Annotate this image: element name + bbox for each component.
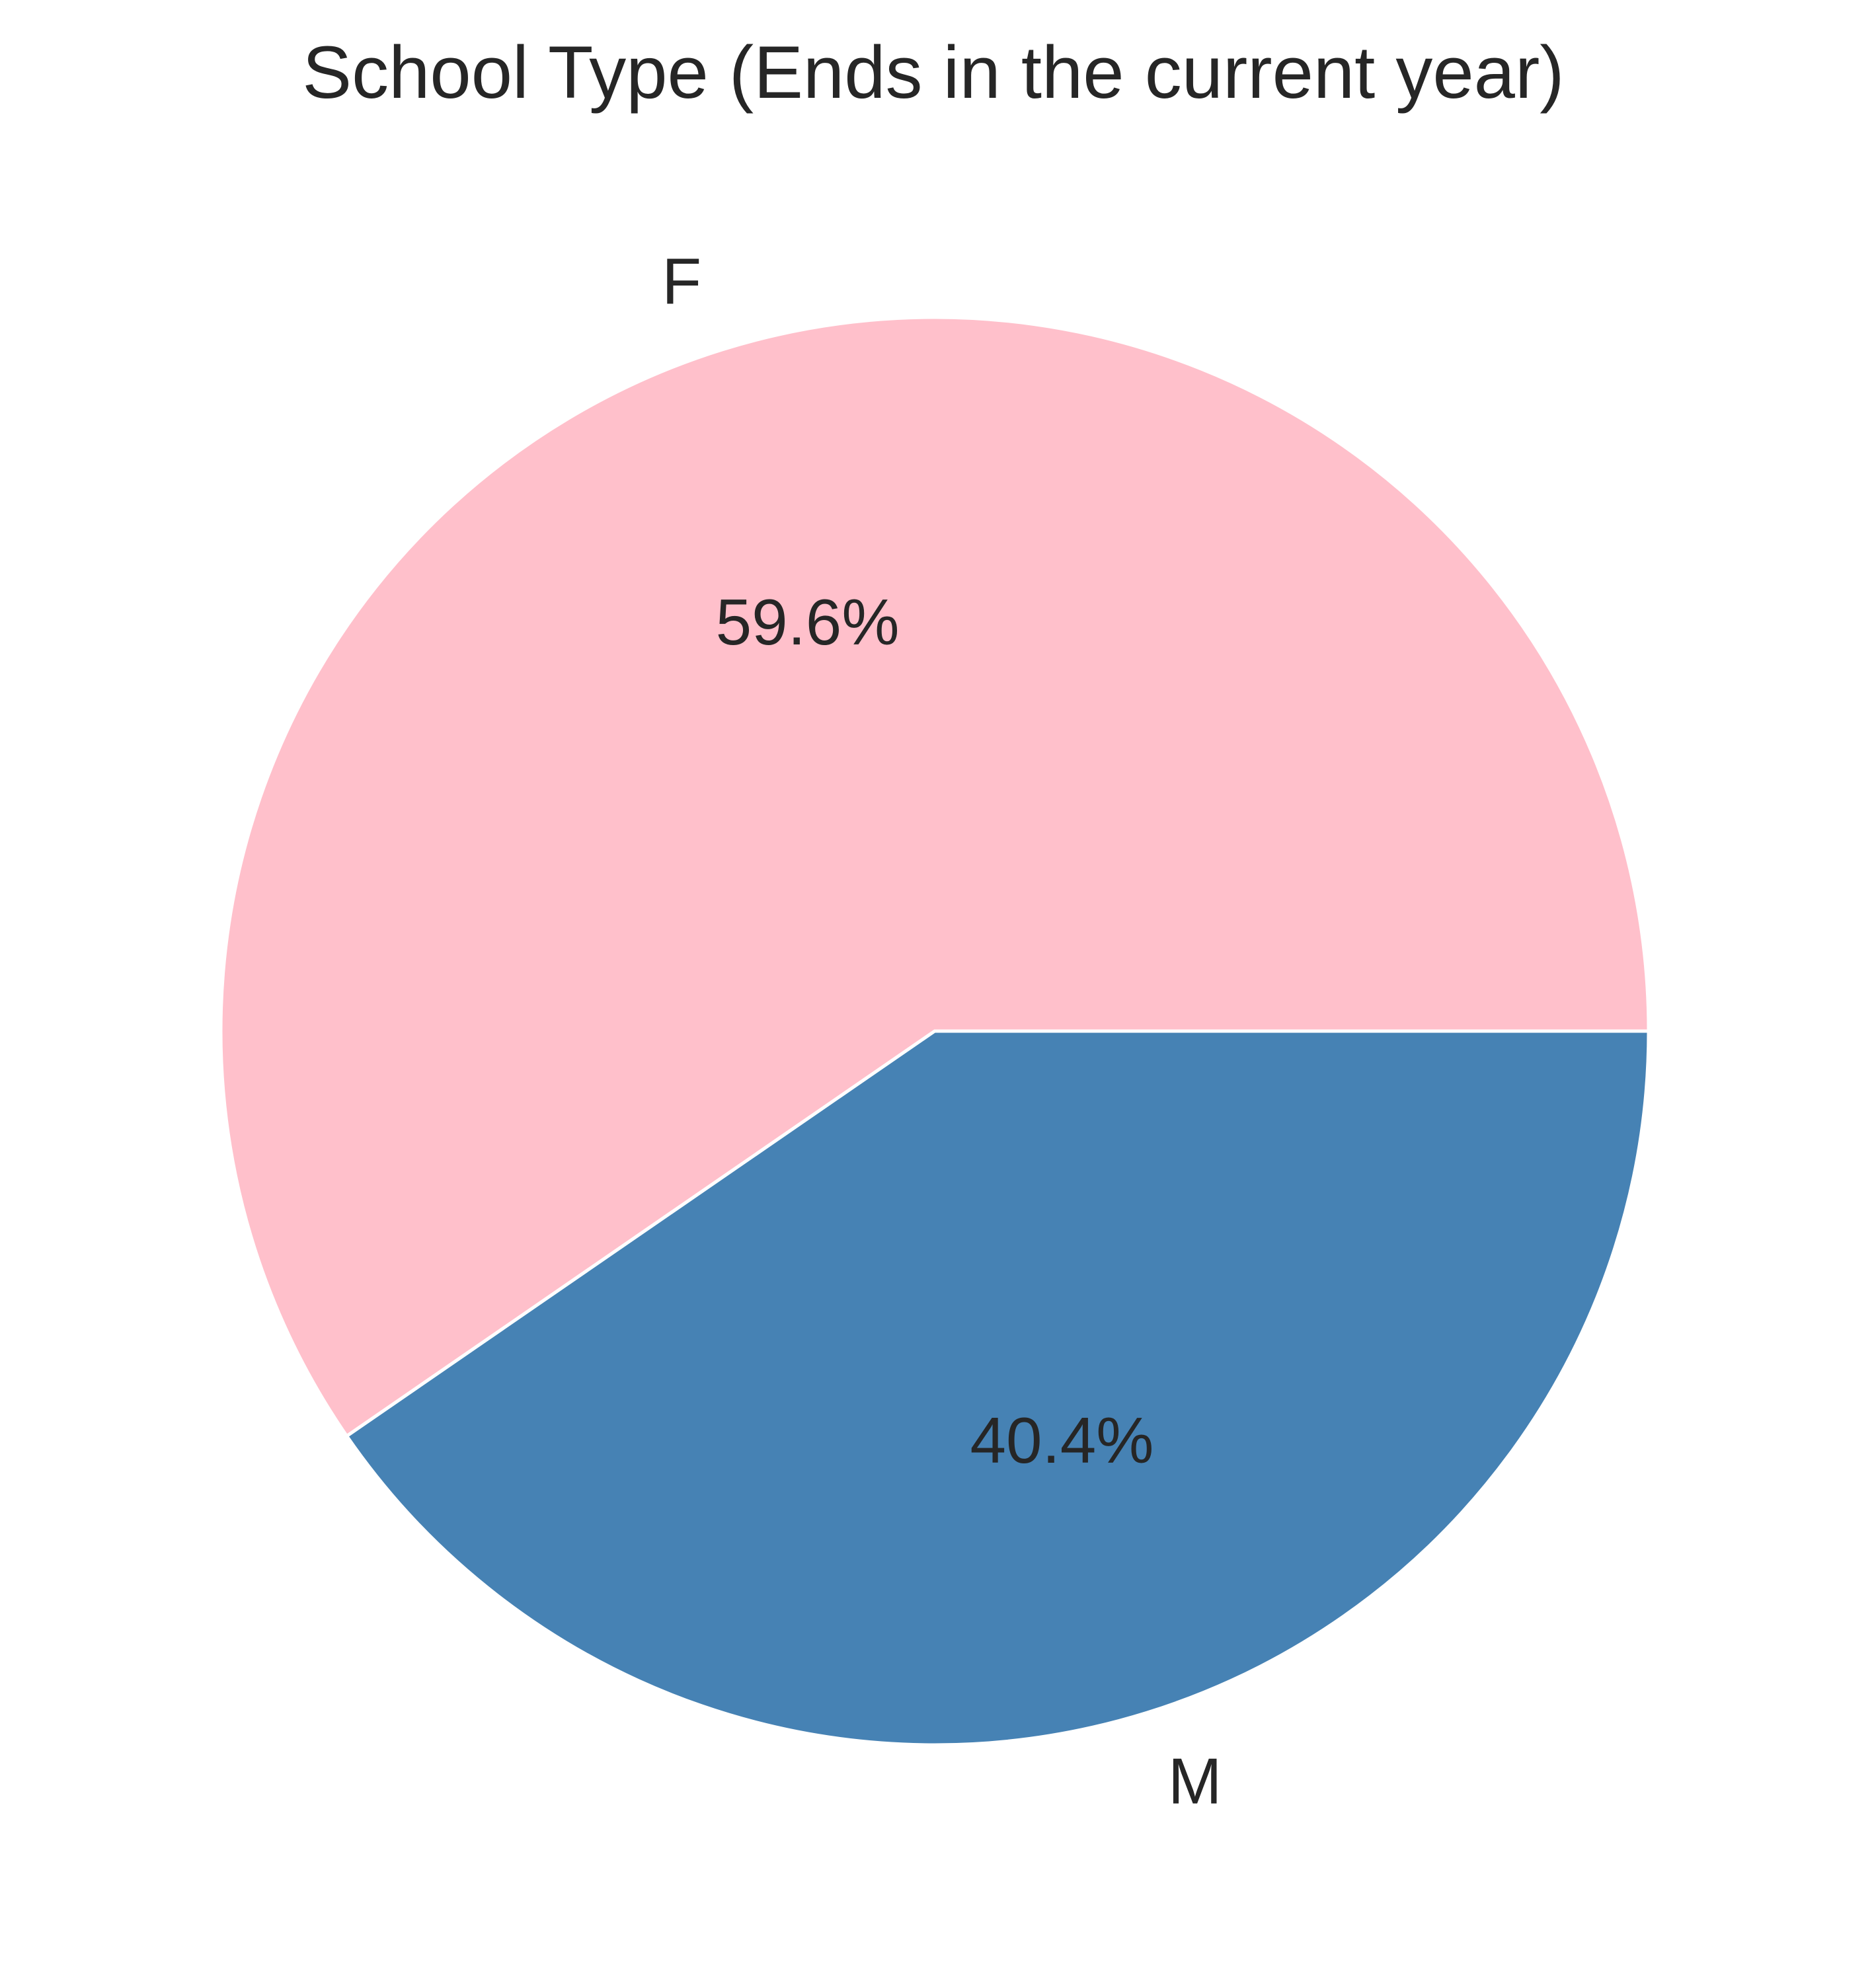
pie-labels: 59.6% F 40.4% M: [662, 245, 1222, 1818]
slice-percent-label-f: 59.6%: [716, 586, 900, 658]
pie-slice-f: [219, 315, 1651, 1438]
slice-category-label-f: F: [662, 245, 701, 318]
slice-category-label-m: M: [1168, 1744, 1222, 1817]
pie-slice-m: [345, 1029, 1651, 1747]
pie-slices: [219, 315, 1651, 1747]
chart-title: School Type (Ends in the current year): [302, 31, 1564, 114]
slice-percent-label-m: 40.4%: [970, 1404, 1154, 1477]
